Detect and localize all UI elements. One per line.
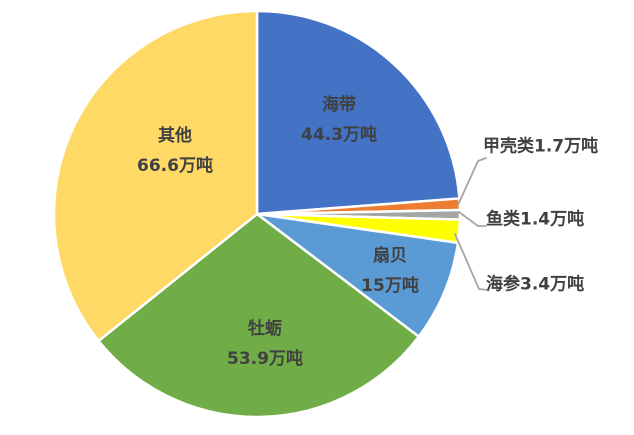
slice-name: 扇贝: [372, 246, 407, 266]
slice-label-other: 其他 66.6万吨: [137, 121, 213, 181]
pie-slice-oyster: [97, 212, 421, 419]
leader-line-crustacean: [457, 157, 487, 206]
slice-value: 44.3万吨: [301, 125, 377, 145]
leader-line-sea-cucumber: [454, 233, 489, 291]
slice-name: 其他: [157, 126, 192, 146]
slice-value: 53.9万吨: [227, 349, 303, 369]
callout-label-crustacean: 甲壳类1.7万吨: [483, 136, 599, 157]
slice-value: 66.6万吨: [137, 156, 213, 176]
callout-label-fish: 鱼类1.4万吨: [486, 209, 585, 230]
pie-slice-scallop: [255, 212, 460, 338]
slice-name: 牡蛎: [247, 319, 282, 339]
slice-label-oyster: 牡蛎 53.9万吨: [227, 314, 303, 374]
slice-label-kelp: 海带 44.3万吨: [301, 90, 377, 150]
pie-slice-kelp: [255, 9, 461, 216]
slice-value: 15万吨: [361, 276, 419, 296]
pie-slice-other: [52, 9, 259, 343]
slice-name: 海带: [321, 95, 356, 115]
slice-label-scallop: 扇贝 15万吨: [361, 241, 419, 301]
callout-label-sea-cucumber: 海参3.4万吨: [486, 274, 585, 295]
leader-line-fish: [458, 211, 487, 227]
